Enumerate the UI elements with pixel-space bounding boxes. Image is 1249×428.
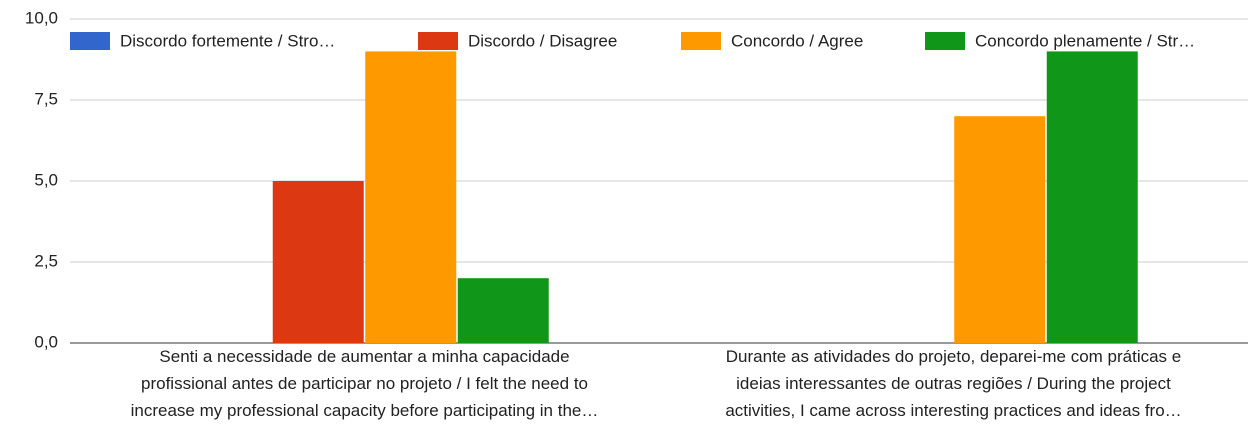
legend-swatch bbox=[925, 32, 965, 50]
x-tick-label: Durante as atividades do projeto, depare… bbox=[725, 347, 1182, 420]
y-tick-label: 2,5 bbox=[34, 251, 58, 270]
x-tick-label: Senti a necessidade de aumentar a minha … bbox=[130, 347, 599, 420]
y-tick-label: 7,5 bbox=[34, 89, 58, 108]
legend-label: Concordo / Agree bbox=[731, 31, 863, 50]
bar bbox=[954, 116, 1046, 343]
legend-swatch bbox=[70, 32, 110, 50]
bar bbox=[272, 181, 364, 343]
legend-label: Discordo / Disagree bbox=[468, 31, 617, 50]
bar bbox=[457, 278, 549, 343]
bar bbox=[1046, 51, 1138, 344]
y-tick-label: 0,0 bbox=[34, 332, 58, 351]
legend-swatch bbox=[681, 32, 721, 50]
legend-label: Discordo fortemente / Stro… bbox=[120, 31, 335, 50]
legend-swatch bbox=[418, 32, 458, 50]
legend-label: Concordo plenamente / Str… bbox=[975, 31, 1195, 50]
y-tick-label: 10,0 bbox=[25, 8, 58, 27]
bar bbox=[365, 51, 457, 344]
y-tick-label: 5,0 bbox=[34, 170, 58, 189]
